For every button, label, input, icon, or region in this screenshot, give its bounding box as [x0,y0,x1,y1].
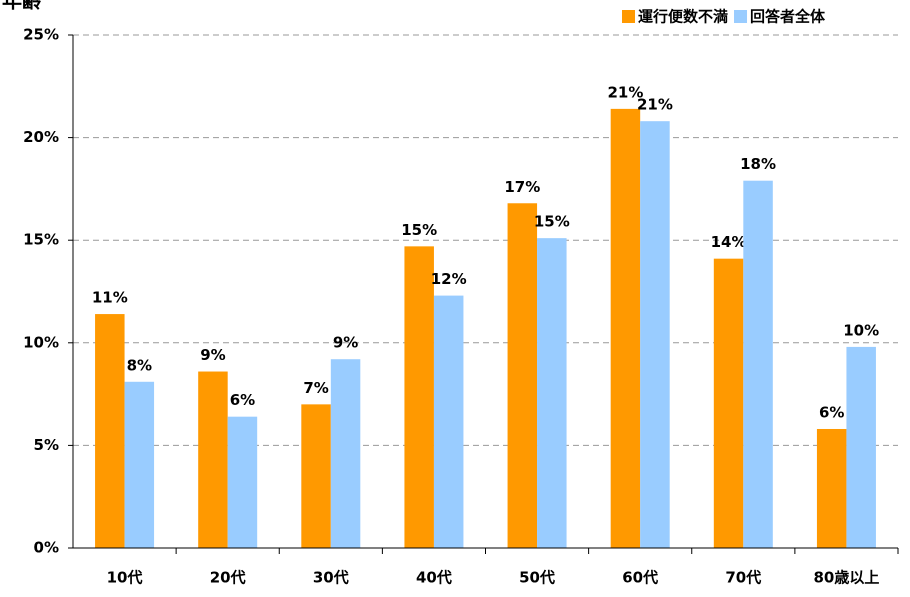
bar [124,381,155,548]
data-label: 15% [534,213,570,231]
x-tick-label: 80歳以上 [814,569,880,587]
data-label: 21% [637,96,673,114]
bar [330,359,361,548]
bar [846,346,876,548]
data-label: 10% [843,321,879,339]
data-label: 14% [711,233,747,251]
legend-swatch [622,10,635,23]
x-tick-label: 50代 [519,569,555,587]
bar [640,121,670,549]
x-tick-label: 30代 [313,569,349,587]
data-label: 9% [200,346,225,364]
bar [198,371,228,548]
legend-label: 回答者全体 [750,8,826,26]
bar [404,246,434,548]
data-label: 7% [303,379,328,397]
x-tick-label: 10代 [107,569,143,587]
x-tick-label: 60代 [622,569,658,587]
bar [95,314,125,548]
legend-label: 運行便数不満 [638,8,728,26]
data-label: 12% [431,270,467,288]
data-label: 18% [740,155,776,173]
y-tick-label: 20% [23,128,59,146]
bar [610,108,641,548]
bar [433,295,464,548]
data-label: 15% [401,221,437,239]
data-label: 6% [230,391,255,409]
bar [537,238,567,548]
bar [743,180,773,548]
x-tick-label: 40代 [416,569,452,587]
y-tick-label: 10% [23,333,59,351]
data-label: 21% [607,83,643,101]
y-tick-label: 15% [23,231,59,249]
y-tick-label: 0% [34,539,59,557]
data-label: 11% [92,289,128,307]
y-tick-label: 5% [34,436,59,454]
bar [816,428,847,548]
chart-title: 年齢 [2,0,43,13]
data-label: 6% [819,403,844,421]
y-tick-label: 25% [23,26,59,44]
legend-swatch [734,10,748,23]
x-tick-label: 20代 [210,569,246,587]
bar [507,203,538,549]
data-label: 17% [504,178,540,196]
data-label: 8% [127,356,152,374]
data-label: 9% [333,334,358,352]
bar [713,258,744,548]
bar [301,404,331,548]
bar [227,416,258,548]
x-tick-label: 70代 [725,569,761,587]
